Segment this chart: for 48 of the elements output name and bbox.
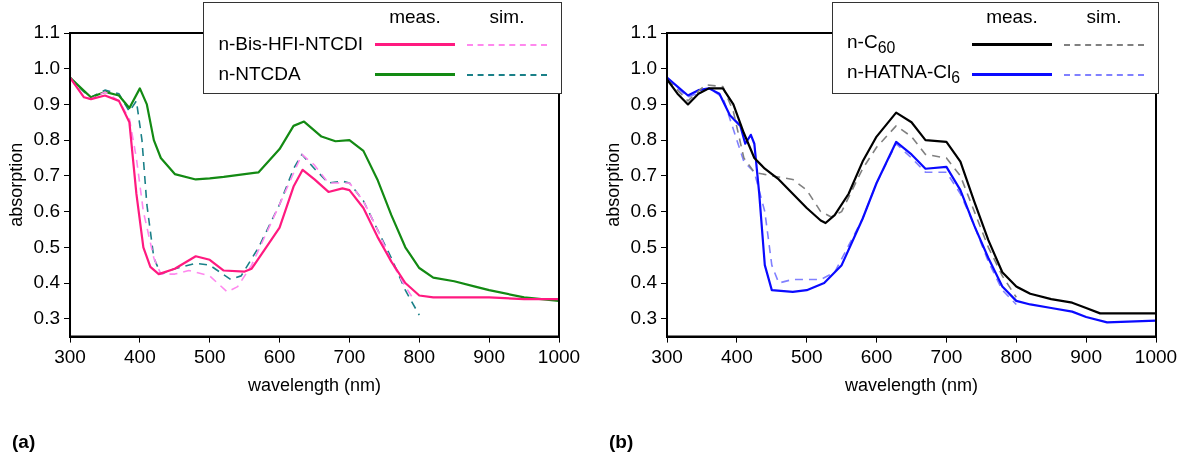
x-tick-label: 700 — [333, 346, 366, 368]
x-tick-label: 800 — [403, 346, 436, 368]
x-tick-label: 400 — [721, 346, 753, 368]
x-tick-label: 300 — [54, 346, 86, 368]
y-tick-label: 1.0 — [33, 56, 61, 78]
y-tick-label: 0.8 — [33, 128, 61, 150]
y-tick-label: 1.0 — [630, 56, 658, 78]
y-tick-label: 0.5 — [33, 235, 61, 257]
y-tick-label: 0.6 — [630, 199, 658, 221]
y-axis-title: absorption — [5, 142, 26, 227]
x-tick-label: 800 — [1000, 346, 1033, 368]
x-tick-label: 600 — [263, 346, 296, 368]
y-tick-label: 0.8 — [630, 128, 658, 150]
y-tick-label: 1.1 — [33, 21, 61, 43]
x-tick-label: 400 — [124, 346, 156, 368]
x-axis-title: wavelength (nm) — [843, 375, 979, 396]
y-tick-label: 0.7 — [630, 164, 658, 186]
y-axis-title: absorption — [602, 142, 623, 227]
y-tick-label: 1.1 — [630, 21, 658, 43]
y-tick-label: 0.3 — [33, 306, 61, 328]
series-label: n-NTCDA — [217, 62, 302, 86]
y-tick-label: 0.4 — [630, 271, 658, 293]
x-tick-label: 900 — [1070, 346, 1102, 368]
x-tick-label: 500 — [193, 346, 226, 368]
x-tick-label: 1000 — [1134, 346, 1178, 368]
y-tick-label: 0.6 — [33, 199, 61, 221]
x-tick-label: 300 — [651, 346, 683, 368]
text: (b) — [609, 431, 634, 453]
x-tick-label: 500 — [790, 346, 823, 368]
text: n-C$_{60}$ — [846, 30, 897, 58]
x-tick-label: 1000 — [537, 346, 581, 368]
x-tick-label: 600 — [860, 346, 893, 368]
y-tick-label: 0.4 — [33, 271, 61, 293]
legend-label: n-Bis-HFI-NTCDI — [217, 32, 364, 56]
y-tick-label: 0.9 — [630, 92, 658, 114]
y-tick-label: 0.9 — [33, 92, 61, 114]
x-tick-label: 700 — [930, 346, 963, 368]
text: meas. — [985, 5, 1039, 29]
text: sim. — [1085, 5, 1123, 29]
text: (a) — [12, 431, 36, 453]
text: meas. — [388, 5, 442, 29]
legend-label: n-HATNA-Cl$_{6}$ — [846, 60, 961, 88]
text: sim. — [488, 5, 526, 29]
y-tick-label: 0.5 — [630, 235, 658, 257]
y-tick-label: 0.7 — [33, 164, 61, 186]
y-tick-label: 0.3 — [630, 306, 658, 328]
x-tick-label: 900 — [473, 346, 505, 368]
x-axis-title: wavelength (nm) — [246, 375, 382, 396]
